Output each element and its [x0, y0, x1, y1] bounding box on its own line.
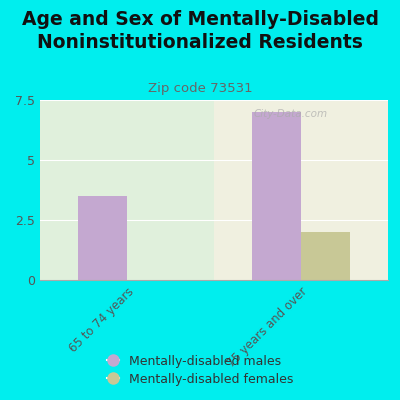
- Bar: [214, 100, 388, 280]
- Bar: [252, 112, 301, 280]
- Legend: Mentally-disabled males, Mentally-disabled females: Mentally-disabled males, Mentally-disabl…: [103, 351, 297, 390]
- Bar: [78, 196, 127, 280]
- Bar: [40, 100, 214, 280]
- Text: City-Data.com: City-Data.com: [254, 109, 328, 119]
- Text: Zip code 73531: Zip code 73531: [148, 82, 252, 95]
- Bar: [301, 232, 350, 280]
- Text: Age and Sex of Mentally-Disabled
Noninstitutionalized Residents: Age and Sex of Mentally-Disabled Noninst…: [22, 10, 378, 52]
